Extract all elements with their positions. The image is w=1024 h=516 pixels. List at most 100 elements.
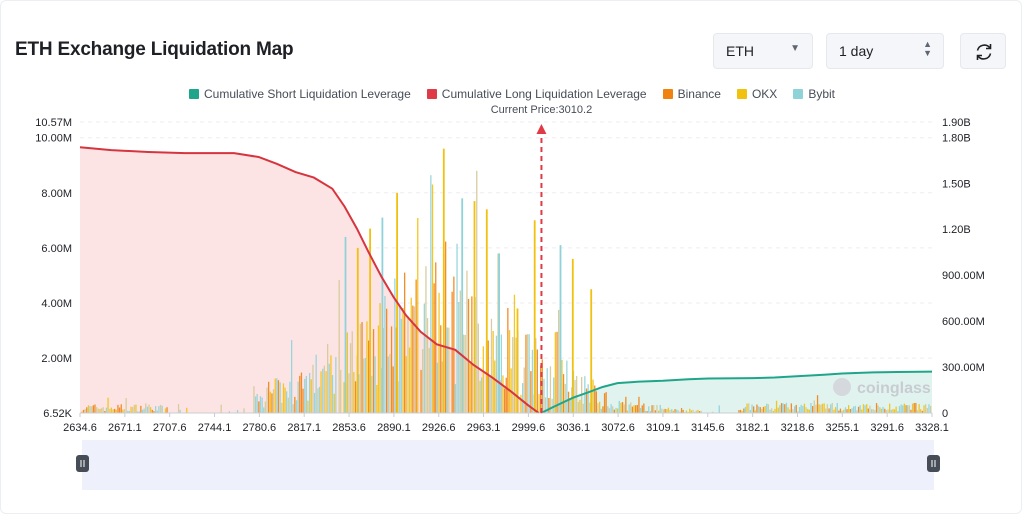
liquidation-bar [546, 368, 548, 413]
liquidation-bar [757, 406, 760, 413]
liquidation-bar [389, 353, 391, 413]
liquidation-bar [754, 410, 756, 413]
liquidation-bar-peak [590, 289, 593, 413]
liquidation-bar [544, 397, 547, 413]
liquidation-bar [603, 393, 606, 413]
slider-handle-left[interactable] [76, 455, 89, 472]
x-tick-label: 2890.1 [377, 422, 411, 434]
liquidation-bar [712, 411, 714, 413]
liquidation-bar [136, 411, 139, 413]
liquidation-bar [585, 388, 588, 413]
liquidation-bar [790, 403, 792, 413]
liquidation-bar [390, 326, 393, 413]
liquidation-bar [774, 408, 776, 413]
liquidation-bar [620, 402, 622, 413]
liquidation-bar [902, 405, 904, 413]
liquidation-bar [857, 406, 860, 413]
liquidation-bar [372, 329, 375, 413]
range-slider[interactable] [76, 440, 940, 490]
liquidation-bar [294, 396, 296, 413]
liquidation-bar [807, 408, 809, 413]
liquidation-bar [554, 332, 556, 413]
liquidation-bar-peak [344, 236, 347, 413]
liquidation-bar [107, 397, 109, 413]
liquidation-bar [561, 359, 563, 413]
liquidation-bar [911, 403, 914, 413]
liquidation-bar [856, 410, 858, 413]
liquidation-bar [821, 403, 824, 413]
liquidation-bar [649, 411, 652, 413]
liquidation-bar [887, 409, 889, 413]
refresh-icon [976, 44, 992, 60]
liquidation-bars [81, 148, 932, 413]
legend-label: Binance [677, 87, 721, 101]
slider-track[interactable] [82, 440, 934, 490]
liquidation-bar [897, 411, 899, 413]
liquidation-bar [386, 308, 388, 413]
liquidation-bar [258, 401, 260, 413]
x-tick-label: 3072.6 [601, 422, 635, 434]
liquidation-bar [831, 403, 833, 413]
liquidation-bar [579, 399, 581, 413]
liquidation-bar [849, 409, 851, 413]
symbol-select[interactable]: ETH ▼ [713, 33, 813, 69]
liquidation-bar [399, 306, 401, 413]
liquidation-bar [659, 404, 661, 413]
liquidation-bar [338, 280, 340, 413]
liquidation-bar [123, 409, 126, 413]
liquidation-bar [844, 407, 847, 413]
legend-item-binance[interactable]: Binance [662, 87, 721, 101]
liquidation-bar [118, 407, 121, 413]
liquidation-bar [869, 405, 871, 413]
liquidation-bar [281, 402, 283, 413]
liquidation-bar-peak [473, 201, 476, 413]
liquidation-bar [164, 408, 167, 413]
liquidation-bar [384, 296, 386, 413]
liquidation-bar [890, 409, 892, 413]
liquidation-bar [459, 290, 461, 413]
liquidation-bar [417, 218, 419, 413]
liquidation-bar [549, 366, 552, 413]
legend-item-short[interactable]: Cumulative Short Liquidation Leverage [188, 87, 411, 101]
liquidation-bar [694, 411, 696, 413]
liquidation-bar [364, 357, 366, 413]
x-tick-label: 2817.1 [287, 422, 321, 434]
slider-handle-right[interactable] [927, 455, 940, 472]
range-select[interactable]: 1 day ▲ ▼ [826, 33, 944, 69]
liquidation-bar [276, 378, 278, 413]
liquidation-bar [789, 409, 791, 413]
liquidation-bar [425, 266, 427, 413]
liquidation-bar [331, 375, 334, 413]
liquidation-bar [803, 403, 806, 413]
liquidation-bar [482, 346, 484, 413]
liquidation-bar [358, 374, 360, 413]
liquidation-bar [507, 308, 509, 413]
liquidation-bar [430, 175, 432, 413]
liquidation-bar [271, 393, 273, 413]
liquidation-bar [502, 375, 504, 413]
legend-item-okx[interactable]: OKX [736, 87, 777, 101]
legend-item-bybit[interactable]: Bybit [793, 87, 835, 101]
liquidation-bar [340, 369, 342, 413]
y-left-tick-label: 2.00M [41, 353, 72, 365]
refresh-button[interactable] [960, 33, 1006, 69]
liquidation-bar [617, 408, 619, 413]
liquidation-bar [143, 408, 145, 413]
liquidation-bar [918, 404, 920, 413]
liquidation-bar [158, 406, 160, 413]
liquidation-bar [826, 404, 828, 413]
liquidation-bar [161, 405, 163, 413]
liquidation-bar [810, 403, 812, 413]
liquidation-bar [120, 404, 122, 413]
liquidation-bar-peak [442, 148, 445, 413]
liquidation-bar [91, 406, 93, 413]
legend-item-long[interactable]: Cumulative Long Liquidation Leverage [426, 87, 647, 101]
liquidation-bar [690, 410, 692, 413]
liquidation-bar-peak [516, 308, 519, 413]
liquidation-bar-peak [356, 247, 359, 413]
liquidation-bar [150, 407, 152, 413]
liquidation-bar [451, 291, 453, 413]
liquidation-bar [797, 411, 799, 413]
liquidation-bar [363, 358, 365, 413]
liquidation-bar [361, 322, 363, 413]
